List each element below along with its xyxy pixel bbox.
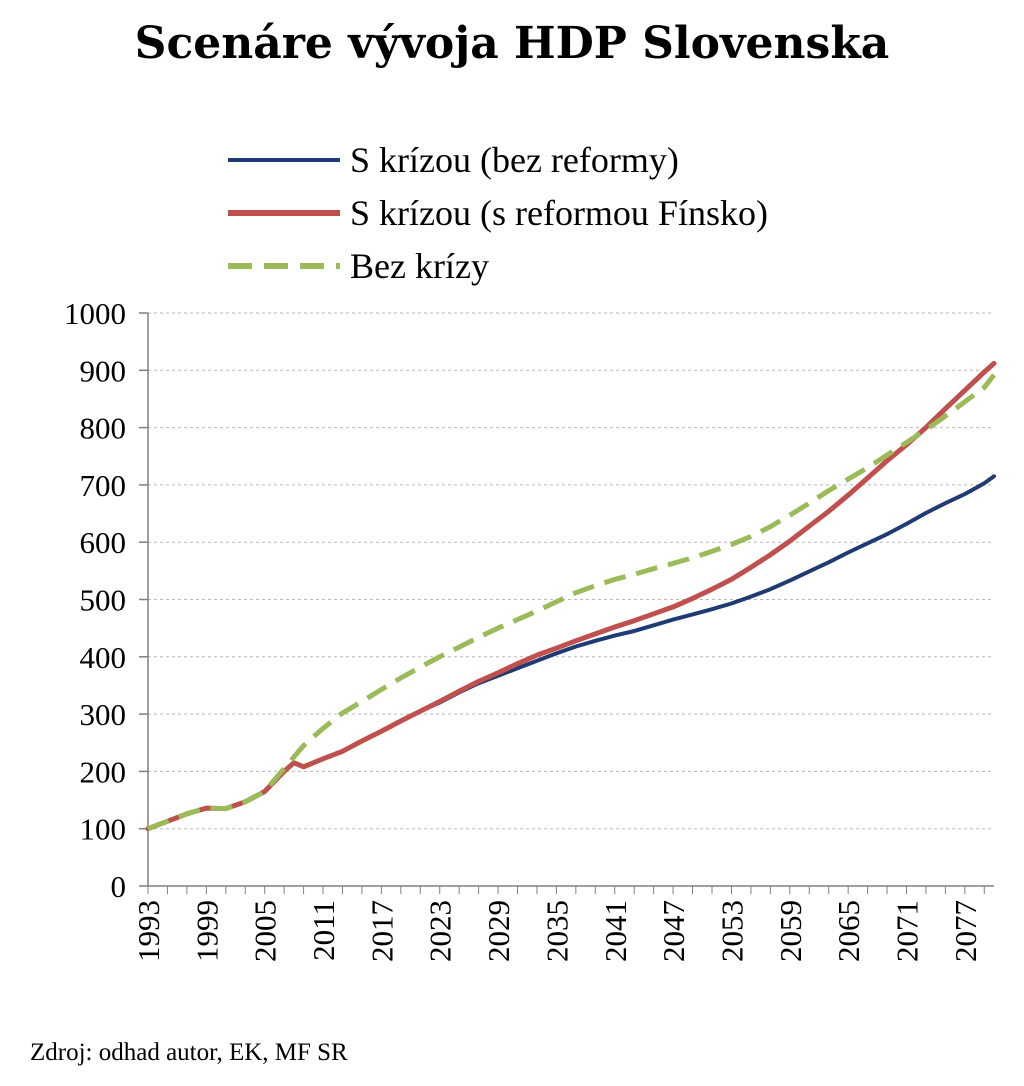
- x-tick-label: 2071: [889, 900, 924, 962]
- x-tick-label: 2047: [656, 900, 691, 962]
- legend-label: S krízou (bez reformy): [350, 140, 679, 180]
- x-tick-label: 2053: [714, 900, 749, 962]
- x-tick-label: 1999: [189, 900, 224, 962]
- x-tick-label: 2077: [948, 900, 983, 962]
- x-tick-label: 2023: [423, 900, 458, 962]
- x-tick-label: 2017: [364, 900, 399, 962]
- y-tick-label: 0: [111, 869, 127, 904]
- x-tick-label: 1993: [131, 900, 166, 962]
- x-tick-label: 2035: [539, 900, 574, 962]
- y-axis: 0 100 200 300 400 500 600 700 800 900 1000: [64, 296, 149, 904]
- source-note: Zdroj: odhad autor, EK, MF SR: [30, 1039, 348, 1066]
- y-tick-label: 500: [80, 583, 127, 618]
- legend-label: S krízou (s reformou Fínsko): [350, 193, 768, 233]
- y-tick-label: 700: [80, 468, 127, 503]
- y-tick-label: 200: [80, 754, 127, 789]
- x-tick-label: 2005: [248, 900, 283, 962]
- x-tick-label: 2029: [481, 900, 516, 962]
- y-tick-label: 900: [80, 353, 127, 388]
- x-tick-label: 2011: [306, 900, 341, 961]
- legend-label: Bez krízy: [350, 246, 489, 286]
- series-line-2: [145, 360, 997, 832]
- series-line-3: [147, 373, 996, 832]
- x-tick-label: 2059: [773, 900, 808, 962]
- x-tick-label: 2041: [598, 900, 633, 962]
- y-tick-label: 1000: [64, 296, 126, 331]
- y-tick-label: 300: [80, 697, 127, 732]
- y-tick-label: 800: [80, 411, 127, 446]
- x-axis: 1993 1999 2005 2011 2017 2023 2029 2035 2041 2047…: [131, 885, 994, 962]
- y-tick-label: 600: [80, 525, 127, 560]
- legend: S krízou (bez reformy) S krízou (s reform…: [228, 140, 768, 286]
- y-tick-label: 100: [80, 812, 127, 847]
- gridlines: [148, 312, 994, 830]
- x-tick-label: 2065: [831, 900, 866, 962]
- y-tick-label: 400: [80, 640, 127, 675]
- plot-area: [145, 360, 997, 832]
- chart-title: Scenáre vývoja HDP Slovenska: [135, 18, 890, 69]
